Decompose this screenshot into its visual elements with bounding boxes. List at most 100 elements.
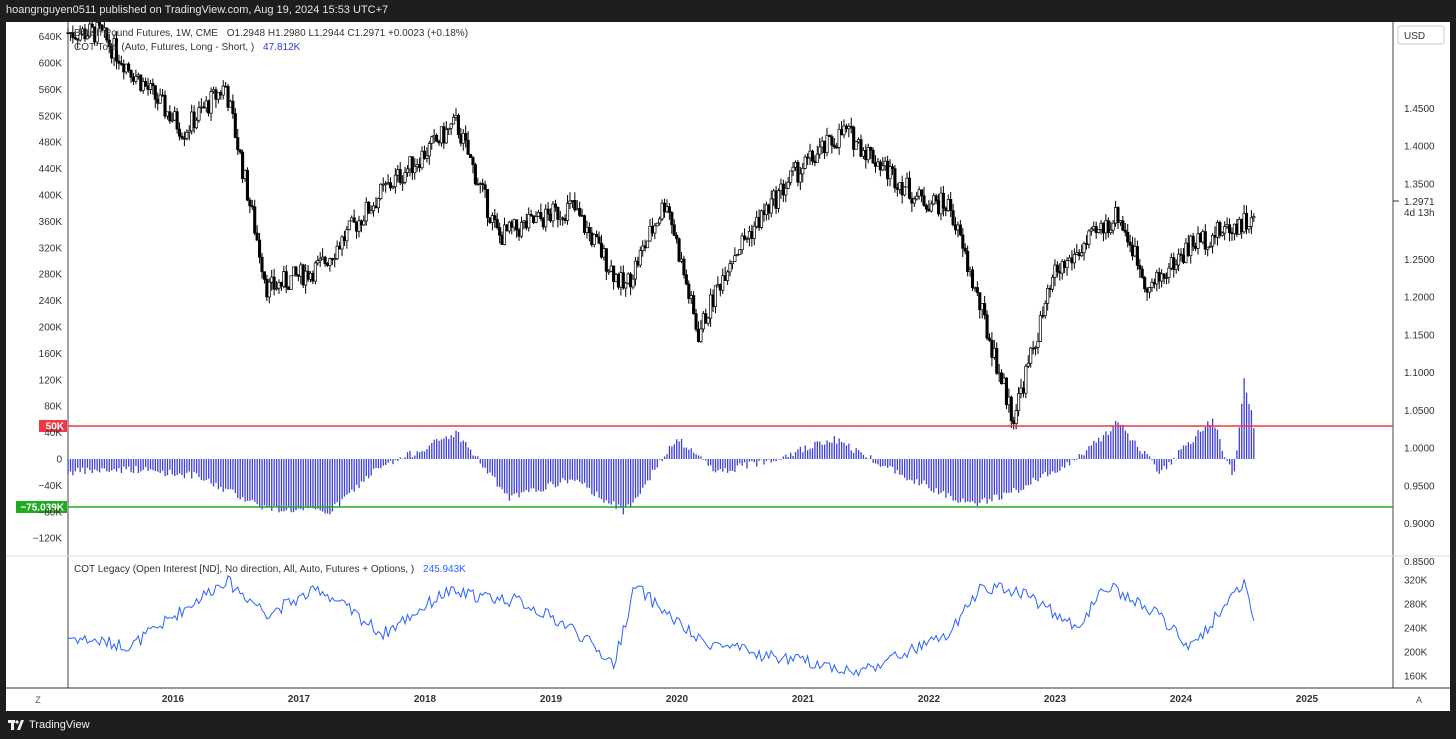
price-candle <box>549 208 553 223</box>
price-candle <box>214 86 218 109</box>
price-candle <box>78 25 82 42</box>
price-candle <box>464 125 468 148</box>
price-candle <box>893 165 897 193</box>
cot-bar <box>591 459 593 495</box>
price-candle <box>735 253 739 257</box>
price-candle <box>556 206 560 228</box>
price-candle <box>255 225 259 242</box>
chart-area[interactable]: 50K −75.039K 640K 600K 560K 520K 480K 440K 400… <box>6 22 1450 711</box>
cot-bar <box>457 431 460 459</box>
cot-bar <box>811 448 814 459</box>
price-candle <box>987 333 992 342</box>
price-candle <box>677 237 681 263</box>
price-candle <box>1223 221 1227 241</box>
cot-bar <box>486 459 489 474</box>
price-candle <box>301 263 305 288</box>
price-candle <box>752 221 756 246</box>
cot-bar <box>1003 459 1005 493</box>
price-candle <box>1184 238 1188 264</box>
cot-bar <box>532 459 535 489</box>
cot-bar <box>118 459 120 469</box>
cot-bar <box>329 459 331 515</box>
left-axis[interactable]: 640K 600K 560K 520K 480K 440K 400K 360K 320K 280K… <box>33 32 63 545</box>
time-axis[interactable]: 2016 2017 2018 2019 2020 2021 2022 2023 2024 2025 <box>162 694 1319 705</box>
price-candle <box>216 91 220 104</box>
price-candle <box>277 279 281 294</box>
cot-bar <box>108 459 110 472</box>
cot-bar <box>1185 445 1187 459</box>
price-candle <box>194 117 199 130</box>
cot-bar <box>979 459 981 503</box>
cot-bar <box>1178 450 1180 459</box>
price-candle <box>992 339 996 360</box>
price-candle <box>435 133 439 143</box>
price-candle <box>759 209 764 230</box>
price-candle <box>151 78 155 95</box>
left-axis-tick: 160K <box>39 349 63 360</box>
price-candle <box>660 199 664 221</box>
cot-bar <box>663 456 666 459</box>
cot-bar <box>1112 425 1114 459</box>
cot-bar <box>77 459 79 468</box>
price-candle <box>633 257 637 286</box>
price-candle <box>512 218 516 232</box>
price-candle <box>532 215 536 225</box>
price-candle <box>1070 250 1074 271</box>
price-candle <box>658 216 662 226</box>
zoom-button[interactable]: Z <box>35 695 41 705</box>
cot-bar <box>683 447 685 459</box>
cot-total-legend[interactable]: COT Total (Auto, Futures, Long - Short, … <box>74 42 301 53</box>
price-candle <box>294 265 298 277</box>
cot-bar <box>586 459 588 488</box>
price-candle <box>156 92 160 111</box>
symbol-name: British Pound Futures, 1W, CME <box>74 28 218 39</box>
cot-bar <box>971 459 974 502</box>
price-candle <box>524 213 528 231</box>
price-candle <box>997 364 1001 383</box>
price-candle <box>403 167 407 185</box>
cot-bar <box>593 459 595 497</box>
cot-bar <box>1131 440 1134 459</box>
price-candle <box>609 260 613 273</box>
cot-bar <box>668 445 671 459</box>
price-candle <box>597 231 601 245</box>
cot-bar <box>435 439 438 459</box>
right-price-axis[interactable]: 1.4500 1.4000 1.3500 1.2500 1.2000 1.1500 1.10… <box>1404 104 1435 568</box>
hline-50k-badge <box>39 420 67 432</box>
symbol-legend[interactable]: British Pound Futures, 1W, CME O1.2948 H… <box>74 28 468 39</box>
cot-bar <box>981 459 983 500</box>
price-candle <box>1213 226 1217 245</box>
price-candle <box>1174 259 1178 274</box>
price-candle <box>1034 345 1038 356</box>
open-interest-axis[interactable]: 320K 280K 240K 200K 160K <box>1404 576 1428 683</box>
cot-legacy-legend[interactable]: COT Legacy (Open Interest [ND], No direc… <box>74 564 466 575</box>
price-candle <box>946 194 950 212</box>
cot-bar <box>552 459 554 485</box>
cot-bar <box>930 459 932 492</box>
currency-box[interactable] <box>1397 25 1445 45</box>
price-candle <box>900 175 904 204</box>
cot-bar <box>1199 431 1202 459</box>
cot-bar <box>1013 459 1015 488</box>
cot-bar <box>874 459 877 464</box>
price-candle <box>461 129 465 151</box>
cot-bar <box>756 459 758 467</box>
price-candle <box>961 227 965 258</box>
price-candle <box>1065 257 1069 276</box>
price-candle <box>1009 395 1013 428</box>
cot-bar <box>889 459 891 466</box>
cot-bar <box>89 459 91 471</box>
cot-bar <box>843 442 845 459</box>
price-axis-tick: 1.2000 <box>1404 293 1435 304</box>
tradingview-brand[interactable]: TradingView <box>8 719 90 731</box>
price-candle <box>1021 381 1025 398</box>
price-candle <box>114 31 119 70</box>
cot-bar <box>215 459 217 483</box>
price-candle <box>733 247 737 263</box>
price-candle <box>493 208 497 228</box>
left-axis-tick: 240K <box>39 296 63 307</box>
price-candle <box>665 199 669 213</box>
auto-scale-button[interactable]: A <box>1415 695 1422 705</box>
price-candle <box>495 212 499 230</box>
price-candle <box>304 264 308 294</box>
